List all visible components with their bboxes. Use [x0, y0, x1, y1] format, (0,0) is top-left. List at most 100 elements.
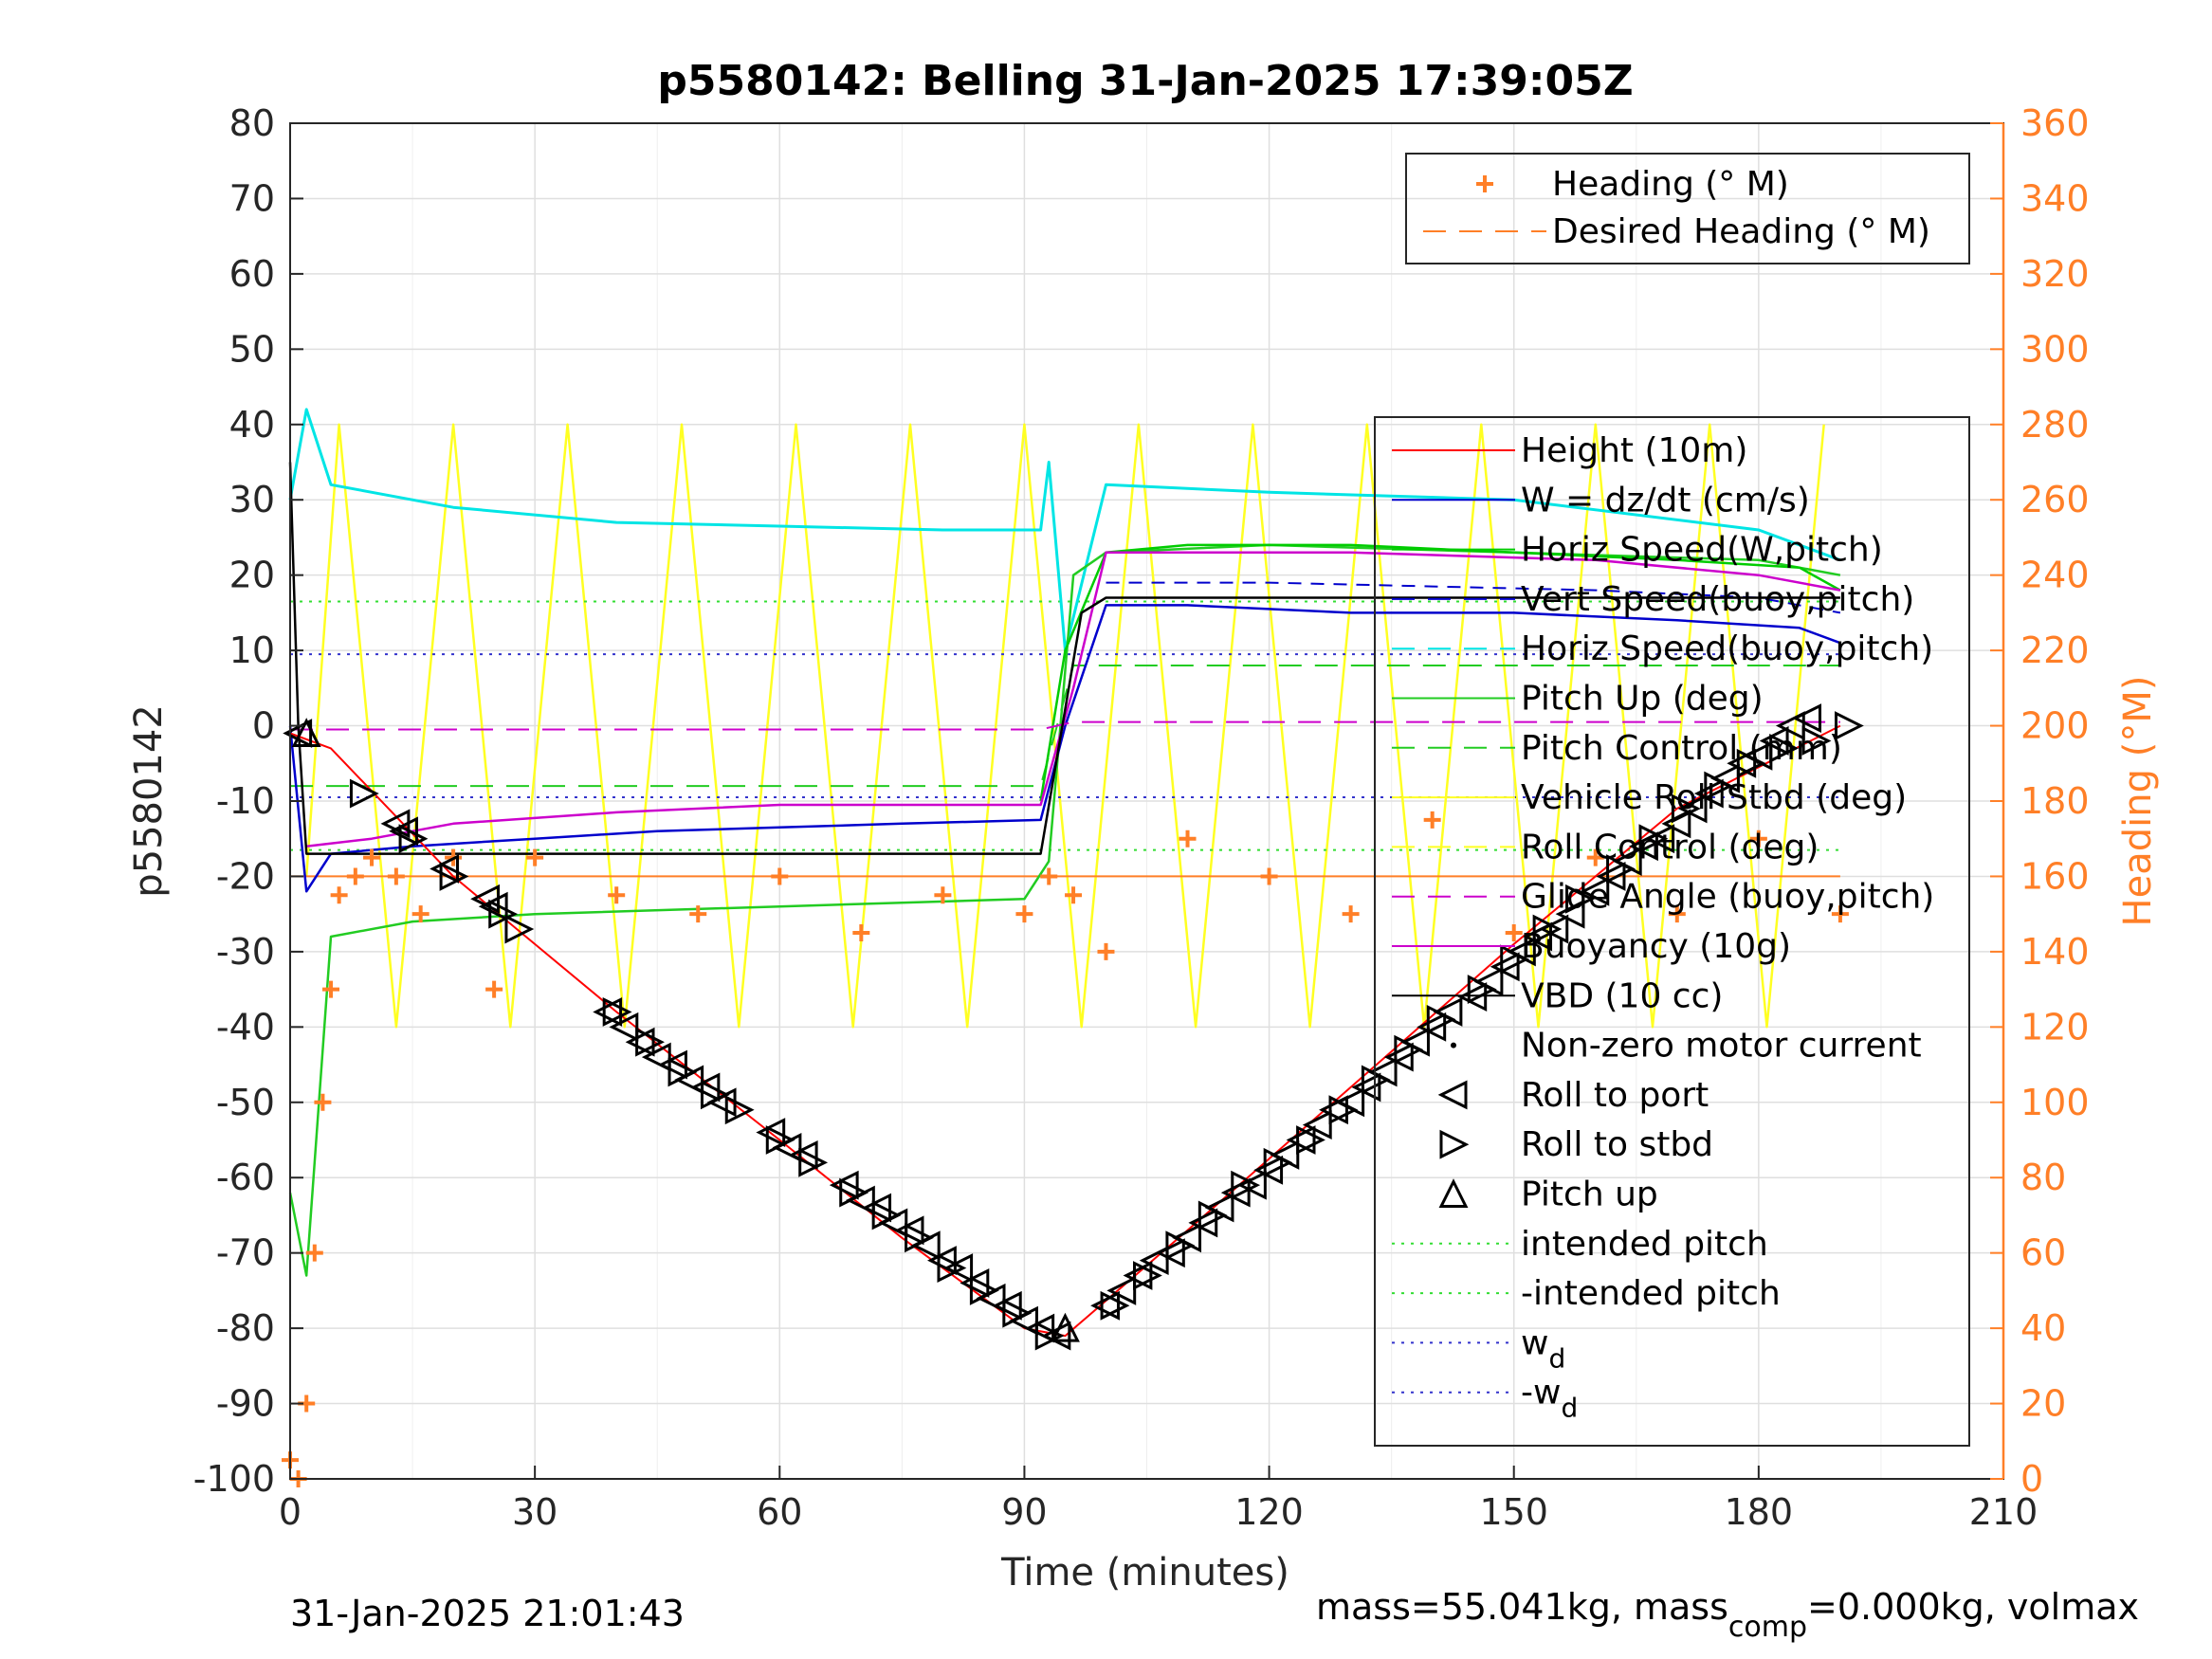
legend-label-text: Heading (° M) — [1552, 165, 1789, 204]
legend-item-buoyancy-10g: Buoyancy (10g) — [1392, 927, 1791, 966]
legend-label-subscript: d — [1561, 1393, 1578, 1424]
roll-to-stbd-marker — [1736, 748, 1766, 778]
legend-label-text: Horiz Speed(W,pitch) — [1521, 531, 1883, 570]
legend-item-glide-angle-buoy-pitch: Glide Angle (buoy,pitch) — [1392, 878, 1934, 917]
heading-point — [363, 848, 381, 866]
legend-label-text: W = dz/dt (cm/s) — [1521, 481, 1810, 520]
roll-to-port-marker — [943, 1253, 974, 1283]
y2-tick-label: 0 — [2020, 1458, 2043, 1500]
y2-tick-label: 280 — [2020, 404, 2090, 446]
roll-to-port-marker — [894, 1215, 924, 1246]
legend-sample-triangle — [1439, 1129, 1470, 1159]
roll-to-stbd-marker — [1532, 914, 1563, 944]
y-tick-label: 30 — [229, 479, 275, 520]
plot-area — [282, 122, 2004, 1487]
heading-point — [1831, 905, 1849, 923]
heading-point — [314, 1093, 332, 1111]
roll-to-stbd-marker — [602, 997, 632, 1027]
roll-to-stbd-marker — [700, 1080, 730, 1110]
x-tick-label: 150 — [1479, 1491, 1548, 1533]
footer-mass: mass=55.041kg, masscomp=0.000kg, volmax — [1316, 1586, 2139, 1644]
y-tick-label: -60 — [216, 1157, 275, 1198]
heading-point — [1040, 867, 1058, 885]
legend-label-text: Roll Control (deg) — [1521, 828, 1819, 866]
series-vert-speed-buoy-pitch — [1106, 581, 1841, 614]
roll-to-port-marker — [1490, 952, 1520, 982]
roll-to-port-marker — [1596, 862, 1626, 891]
y-tick-label: 70 — [229, 177, 275, 219]
roll-to-stbd-marker — [1769, 733, 1800, 763]
legend-item-intended-pitch: -intended pitch — [1392, 1274, 1781, 1313]
y2-tick-label: 340 — [2020, 177, 2090, 219]
roll-to-stbd-marker — [1835, 711, 1864, 740]
heading-point — [1097, 942, 1115, 960]
roll-to-stbd-marker — [1671, 793, 1701, 824]
y-tick-label: 60 — [229, 253, 275, 295]
roll-to-stbd-marker — [969, 1275, 999, 1305]
legend-label-text: Horiz Speed(buoy,pitch) — [1521, 629, 1933, 668]
x-tick-label: 90 — [1001, 1491, 1047, 1533]
heading-point — [1065, 886, 1083, 904]
x-axis-label: Time (minutes) — [1000, 1551, 1289, 1595]
roll-to-port-marker — [1792, 703, 1821, 734]
legend-label-text: Roll to port — [1521, 1076, 1709, 1115]
y2-tick-label: 60 — [2020, 1232, 2066, 1274]
series-horiz-speed-w-pitch — [1039, 543, 1841, 802]
legend-item-non-zero-motor-current: Non-zero motor current — [1451, 1027, 1922, 1066]
y-tick-label: -10 — [216, 780, 275, 822]
y2-axis-label: Heading (°M) — [2116, 676, 2160, 927]
legend-item-pitch-up-deg: Pitch Up (deg) — [1392, 680, 1764, 719]
roll-to-port-marker — [1220, 1177, 1251, 1208]
y-tick-label: -20 — [216, 855, 275, 897]
legend-frame — [1405, 153, 1970, 264]
y-tick-label: 40 — [229, 404, 275, 446]
roll-to-stbd-marker — [667, 1057, 698, 1087]
heading-point — [608, 886, 626, 904]
legend-sample-dot — [1451, 1042, 1456, 1048]
y-tick-label: -50 — [216, 1082, 275, 1123]
y2-tick-label: 80 — [2020, 1157, 2066, 1198]
heading-point — [322, 980, 340, 998]
roll-to-port-marker — [756, 1118, 786, 1147]
legend-main: Height (10m) W = dz/dt (cm/s) Horiz Speed(… — [1374, 416, 1970, 1447]
y-tick-label: 10 — [229, 629, 275, 671]
roll-to-port-marker — [1155, 1238, 1185, 1268]
heading-point — [330, 886, 348, 904]
roll-to-port-marker — [992, 1290, 1022, 1321]
roll-to-stbd-marker — [635, 1027, 665, 1057]
roll-to-port-marker — [1539, 914, 1569, 944]
legend-label-text: Vert Speed(buoy,pitch) — [1521, 580, 1914, 619]
legend-label: Non-zero motor current — [1521, 1027, 1922, 1066]
roll-to-port-marker — [1319, 1095, 1348, 1125]
legend-label-text: Roll to stbd — [1521, 1125, 1713, 1164]
y-axis-label: p5580142 — [127, 704, 171, 898]
heading-point — [346, 867, 364, 885]
y2-tick-label: 120 — [2020, 1006, 2090, 1048]
y2-tick-label: 240 — [2020, 555, 2090, 596]
y2-tick-label: 40 — [2020, 1307, 2066, 1349]
series-buoyancy-10g — [306, 551, 1841, 848]
legend-label-text: Height (10m) — [1521, 431, 1747, 470]
roll-to-port-marker — [1629, 831, 1658, 862]
legend-label-text: Buoyancy (10g) — [1521, 927, 1791, 966]
roll-to-port-marker — [478, 891, 508, 921]
roll-to-stbd-marker — [1165, 1231, 1196, 1261]
footer-mass-post: =0.000kg, volmax — [1807, 1586, 2139, 1628]
roll-to-stbd-marker — [798, 1147, 829, 1177]
legend-label-text: intended pitch — [1521, 1225, 1768, 1264]
legend-label: Heading (° M) — [1552, 165, 1789, 204]
legend-item-horiz-speed-buoy-pitch: Horiz Speed(buoy,pitch) — [1392, 629, 1933, 668]
series-layer — [282, 408, 1864, 1487]
roll-to-port-marker — [788, 1139, 818, 1170]
roll-to-stbd-marker — [1328, 1095, 1359, 1125]
roll-to-port-marker — [1645, 824, 1675, 854]
chart-title: p5580142: Belling 31-Jan-2025 17:39:05Z — [657, 57, 1633, 105]
roll-to-port-marker — [1302, 1110, 1332, 1140]
legend-item-desired-heading-m: Desired Heading (° M) — [1423, 212, 1930, 251]
legend-label: Vert Speed(buoy,pitch) — [1521, 580, 1914, 619]
roll-to-stbd-marker — [724, 1095, 755, 1125]
footer-timestamp: 31-Jan-2025 21:01:43 — [290, 1593, 685, 1634]
legend-item-vehicle-roll-stbd-deg: Vehicle Roll Stbd (deg) — [1392, 778, 1907, 817]
roll-to-stbd-marker — [439, 862, 469, 891]
